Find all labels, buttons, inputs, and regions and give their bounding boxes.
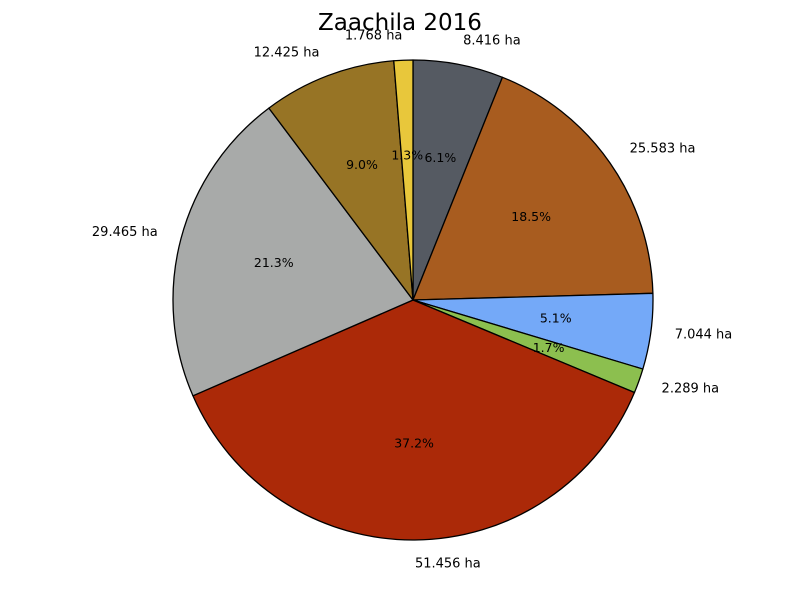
slice-label-5: 29.465 ha xyxy=(92,225,158,240)
slice-label-3: 2.289 ha xyxy=(662,381,720,396)
slice-label-1: 25.583 ha xyxy=(630,142,696,157)
percent-labels: 6.1% 18.5% 5.1% 1.7% 37.2% 21.3% 9.0% 1.3% xyxy=(254,148,572,451)
percent-label-1: 18.5% xyxy=(511,209,551,224)
slice-label-7: 1.768 ha xyxy=(345,29,403,44)
percent-label-6: 9.0% xyxy=(346,157,378,172)
pie-slice-6 xyxy=(268,60,414,301)
pie-slice-5 xyxy=(172,107,414,397)
slice-labels: 8.416 ha 25.583 ha 7.044 ha 2.289 ha 51.456 … xyxy=(92,29,732,572)
pie-slice-7 xyxy=(393,59,414,301)
slice-label-4: 51.456 ha xyxy=(415,556,481,571)
percent-label-0: 6.1% xyxy=(424,150,456,165)
percent-label-7: 1.3% xyxy=(391,148,423,163)
percent-label-4: 37.2% xyxy=(394,435,434,450)
pie-slice-4 xyxy=(192,299,636,541)
slice-label-2: 7.044 ha xyxy=(675,327,733,342)
slice-label-0: 8.416 ha xyxy=(463,33,521,48)
percent-label-5: 21.3% xyxy=(254,255,294,270)
chart-title: Zaachila 2016 xyxy=(318,10,482,36)
slice-label-6: 12.425 ha xyxy=(254,46,320,61)
percent-label-2: 5.1% xyxy=(540,310,572,325)
pie-slices xyxy=(172,59,654,541)
percent-label-3: 1.7% xyxy=(533,340,565,355)
pie-slice-1 xyxy=(412,76,654,301)
